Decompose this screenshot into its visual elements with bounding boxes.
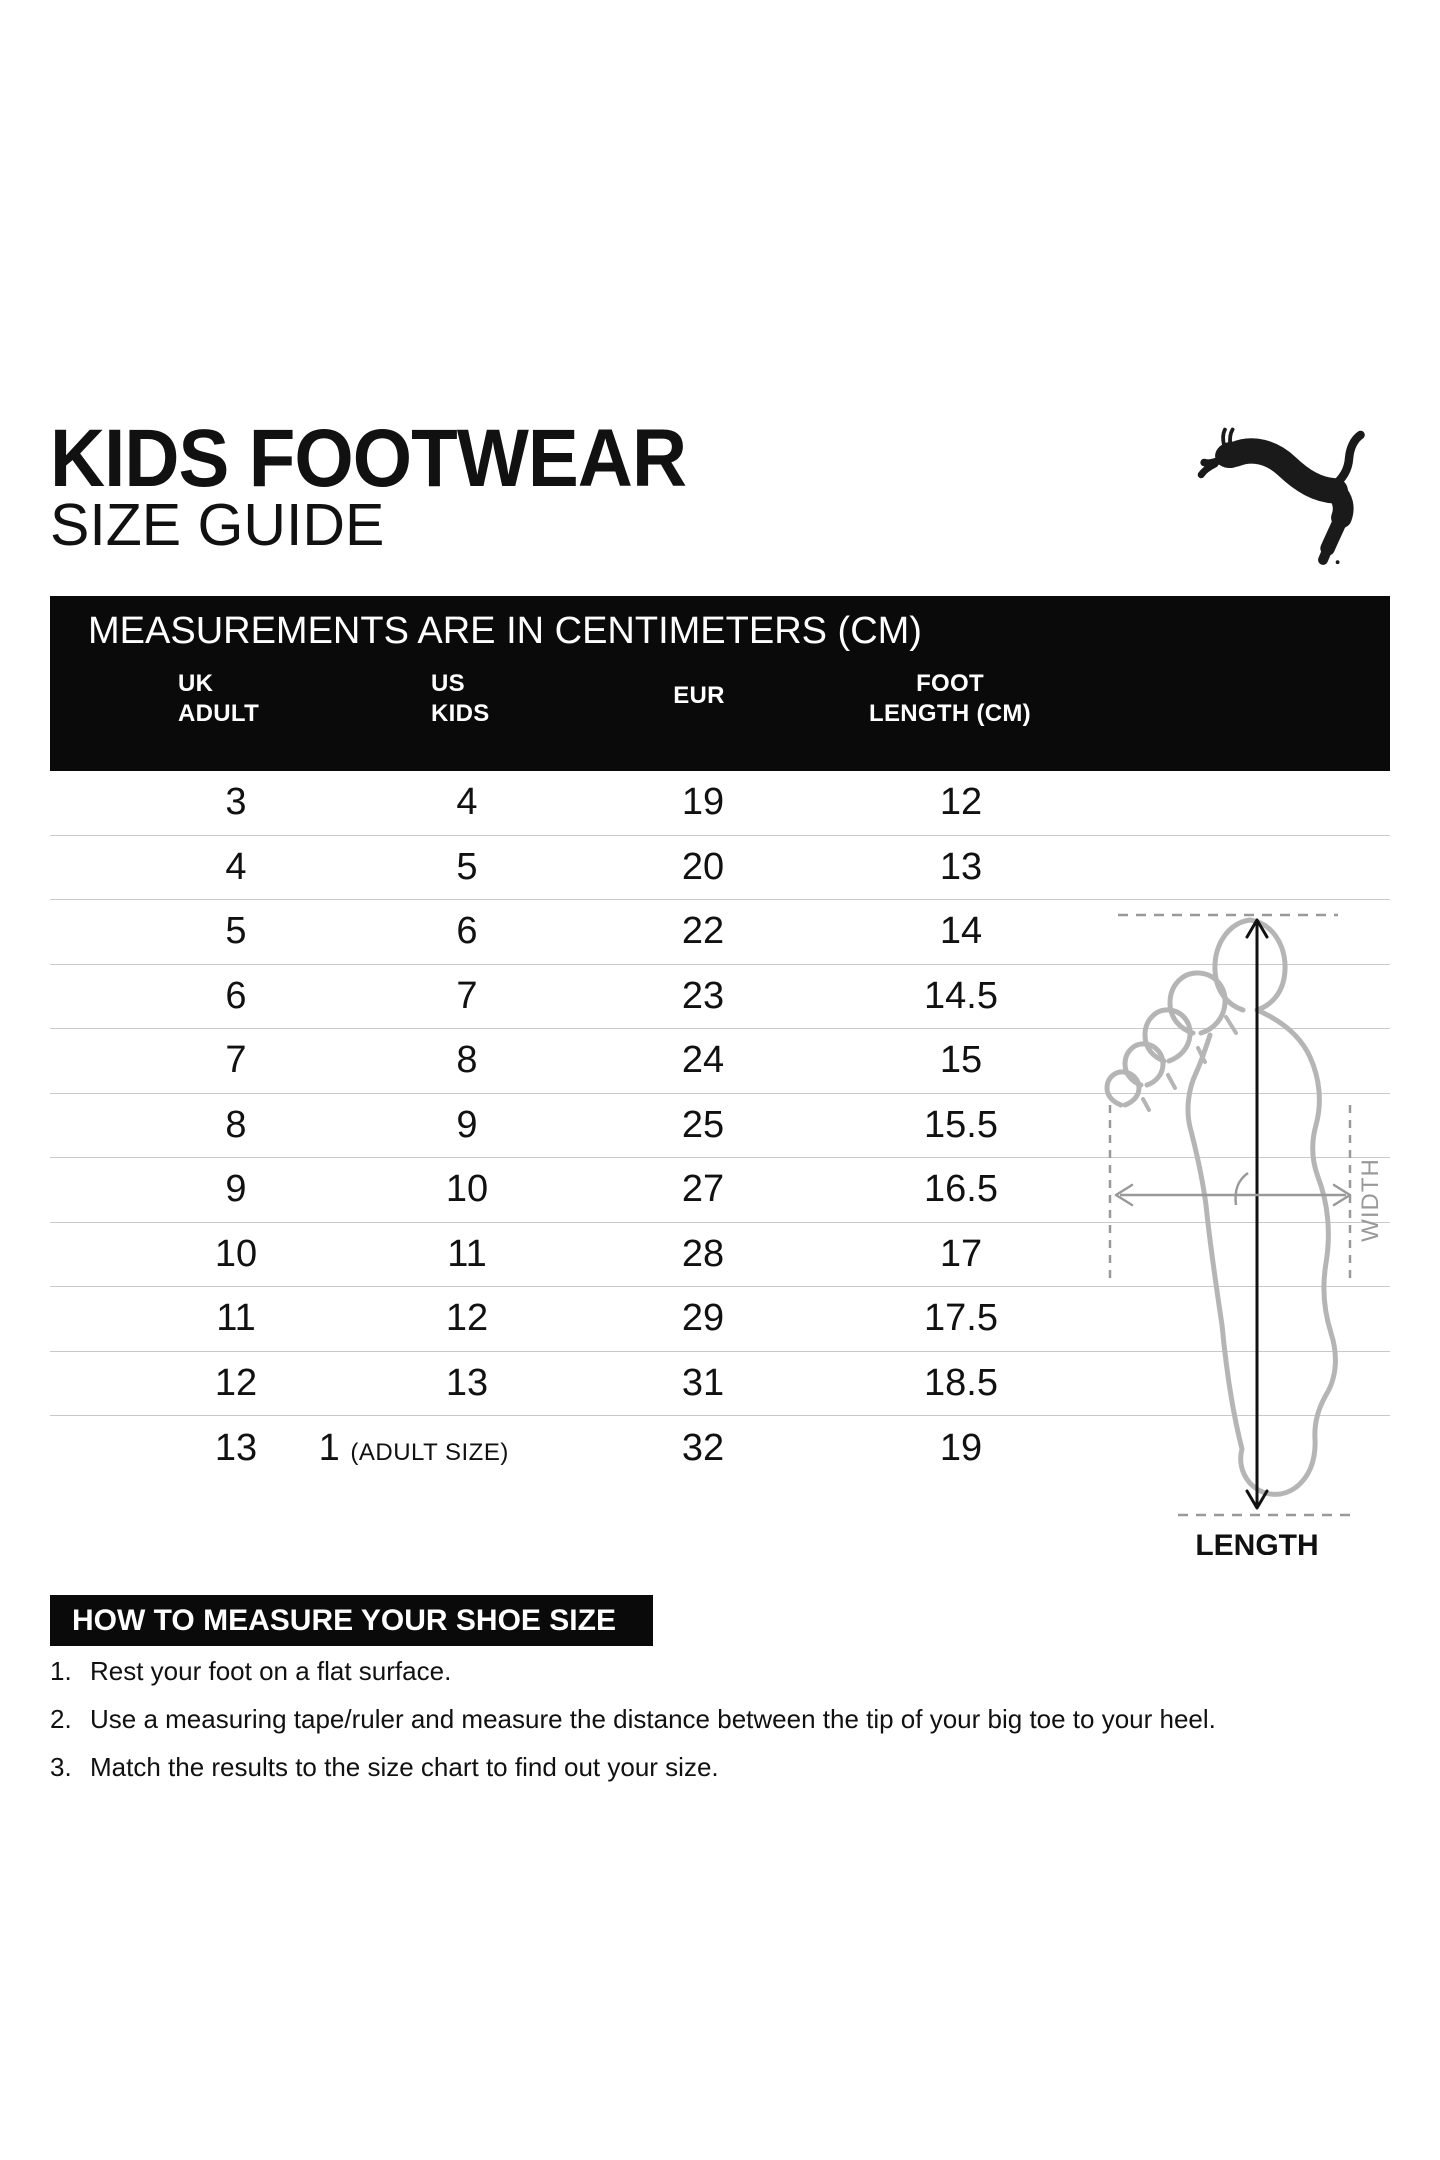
svg-text:LENGTH: LENGTH [1195, 1529, 1318, 1555]
svg-text:WIDTH: WIDTH [1357, 1158, 1384, 1242]
